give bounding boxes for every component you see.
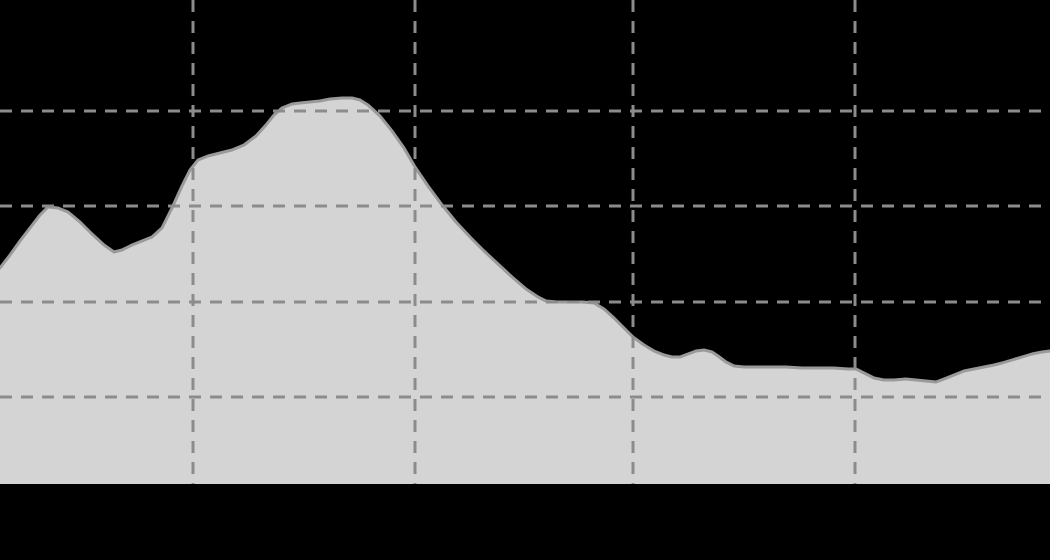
series-line-path	[0, 96, 1050, 384]
area-fill-path	[0, 98, 1050, 484]
horizontal-gridlines	[0, 109, 1050, 399]
area-series-group	[0, 96, 1050, 484]
vertical-gridlines	[191, 0, 857, 484]
